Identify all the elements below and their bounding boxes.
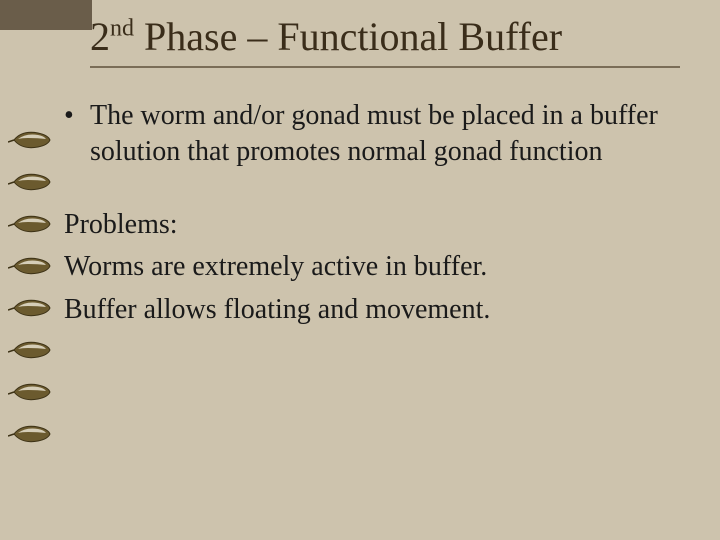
- bullet-text: The worm and/or gonad must be placed in …: [90, 98, 680, 171]
- problems-line-2: Buffer allows floating and movement.: [64, 292, 680, 328]
- title-rule: [90, 66, 680, 68]
- slide-body: • The worm and/or gonad must be placed i…: [90, 98, 680, 328]
- slide-title: 2nd Phase – Functional Buffer: [90, 14, 680, 60]
- title-rest: Phase – Functional Buffer: [134, 14, 562, 59]
- title-superscript: nd: [110, 16, 134, 42]
- bullet-item: • The worm and/or gonad must be placed i…: [64, 98, 680, 171]
- bullet-marker: •: [64, 98, 90, 134]
- slide-content: 2nd Phase – Functional Buffer • The worm…: [0, 0, 720, 540]
- problems-line-1: Worms are extremely active in buffer.: [64, 249, 680, 285]
- problems-heading: Problems:: [64, 207, 680, 243]
- title-prefix: 2: [90, 14, 110, 59]
